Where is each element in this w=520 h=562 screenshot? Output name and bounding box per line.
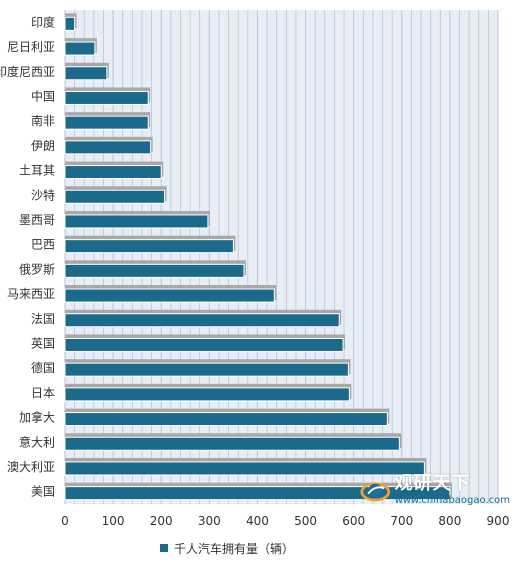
- x-tick-label: 300: [198, 514, 221, 528]
- bar: [64, 461, 425, 476]
- bar: [64, 41, 96, 56]
- x-tick-label: 0: [61, 514, 69, 528]
- category-label: 英国: [31, 336, 55, 350]
- bar: [64, 239, 234, 254]
- x-tick-label: 600: [342, 514, 365, 528]
- bar: [64, 337, 344, 352]
- x-tick-label: 100: [102, 514, 125, 528]
- category-label: 澳大利亚: [7, 460, 55, 474]
- x-tick-label: 700: [390, 514, 413, 528]
- category-label: 日本: [31, 386, 55, 400]
- category-label: 俄罗斯: [19, 262, 55, 276]
- bar: [64, 387, 350, 402]
- category-label: 马来西亚: [7, 287, 55, 301]
- bar: [64, 288, 275, 303]
- category-label: 印度: [31, 14, 55, 29]
- category-label: 意大利: [19, 434, 55, 449]
- category-label: 加拿大: [19, 410, 55, 425]
- bar: [64, 214, 209, 229]
- bar: [64, 263, 245, 278]
- bar: [64, 486, 451, 501]
- category-label: 南非: [31, 113, 55, 128]
- legend-swatch: [160, 544, 168, 552]
- bar: [64, 189, 166, 204]
- watermark-brand: 观研天下: [394, 473, 471, 494]
- legend: 千人汽车拥有量（辆）: [160, 536, 294, 560]
- bar: [64, 362, 349, 377]
- category-label: 沙特: [31, 187, 55, 202]
- bar: [64, 313, 340, 328]
- category-label: 法国: [31, 312, 55, 326]
- x-axis-ticks: 0 100 200 300 400 500 600 700 800 900: [61, 514, 509, 528]
- x-tick-label: 900: [487, 514, 510, 528]
- bar: [64, 115, 149, 130]
- watermark: 观研天下 www.chinabaogao.com: [360, 474, 510, 514]
- bar: [64, 412, 388, 427]
- category-label: 土耳其: [19, 164, 55, 178]
- category-label: 尼日利亚: [7, 40, 55, 54]
- category-label: 伊朗: [31, 139, 55, 153]
- category-label: 美国: [31, 485, 55, 499]
- x-tick-label: 200: [150, 514, 173, 528]
- bars: [64, 13, 452, 501]
- category-label: 墨西哥: [19, 213, 55, 227]
- bar: [64, 90, 149, 105]
- legend-label: 千人汽车拥有量（辆）: [174, 541, 295, 556]
- category-labels: 印度尼日利亚印度尼西亚中国南非伊朗土耳其沙特墨西哥巴西俄罗斯马来西亚法国英国德国…: [0, 14, 55, 498]
- bar: [64, 66, 108, 81]
- bar: [64, 140, 152, 155]
- category-label: 中国: [31, 88, 55, 103]
- bar: [64, 436, 400, 451]
- watermark-url: www.chinabaogao.com: [394, 495, 510, 506]
- bar: [64, 16, 76, 31]
- bar: [64, 165, 162, 180]
- category-label: 印度尼西亚: [0, 64, 55, 79]
- plot-area: [65, 10, 498, 504]
- category-label: 德国: [31, 360, 55, 375]
- watermark-logo-icon: [360, 482, 391, 502]
- category-label: 巴西: [31, 238, 55, 252]
- x-tick-label: 400: [246, 514, 269, 528]
- x-tick-label: 800: [438, 514, 461, 528]
- x-tick-label: 500: [294, 514, 317, 528]
